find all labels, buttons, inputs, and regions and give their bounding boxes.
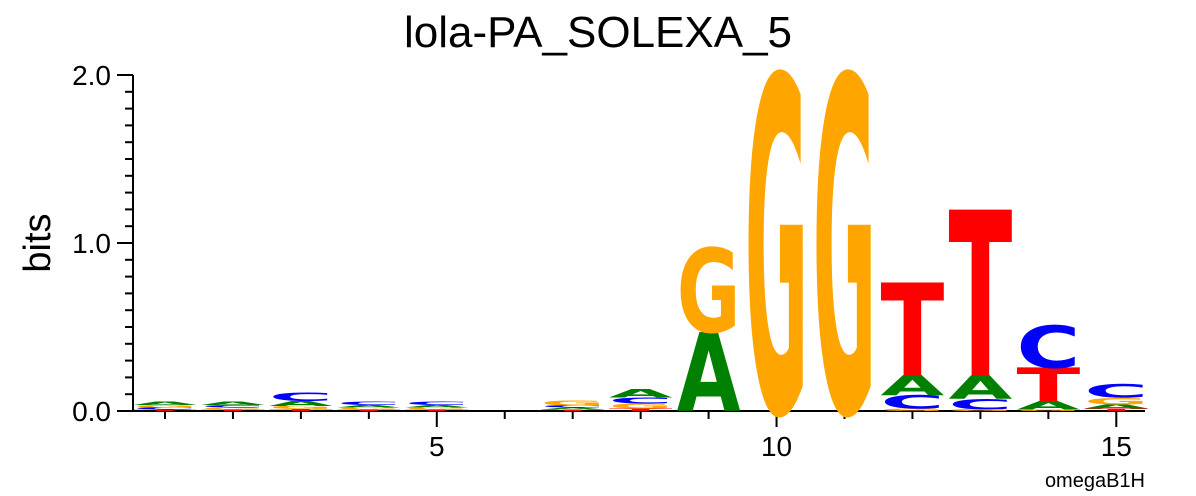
- x-axis: 5 10 15: [133, 410, 1145, 462]
- logo-letter-C: C: [1016, 315, 1080, 381]
- logo-letter-T: T: [1016, 359, 1080, 412]
- logo-letter-C: C: [609, 396, 673, 405]
- logo-letter-C: C: [881, 391, 945, 412]
- logo-letter-C: C: [133, 407, 197, 411]
- logo-letter-A: A: [201, 401, 265, 406]
- logo-letter-G: G: [1084, 396, 1148, 407]
- logo-letter-T: T: [405, 409, 469, 411]
- chart-title: lola-PA_SOLEXA_5: [404, 8, 792, 57]
- y-axis-label: bits: [17, 213, 59, 272]
- logo-letter-T: T: [541, 409, 605, 411]
- logo-letter-G: G: [813, 0, 877, 496]
- logo-letter-G: G: [541, 399, 605, 407]
- logo-letter-G: G: [269, 405, 333, 410]
- logo-letter-G: G: [133, 404, 197, 408]
- logo-letter-C: C: [541, 405, 605, 409]
- x-tick-label: 10: [761, 431, 792, 462]
- logo-letter-G: G: [609, 402, 673, 410]
- logo-letter-A: A: [405, 404, 469, 408]
- logo-letter-T: T: [949, 165, 1013, 431]
- logo-letter-T: T: [201, 409, 265, 411]
- logo-letter-A: A: [1084, 403, 1148, 410]
- y-tick-label: 0.0: [72, 396, 111, 427]
- logo-letter-A: A: [337, 404, 401, 408]
- logo-letter-G: G: [201, 407, 265, 410]
- logo-letter-A: A: [541, 407, 605, 410]
- logo-letter-G: G: [677, 227, 741, 361]
- y-tick-label: 1.0: [72, 228, 111, 259]
- logo-letter-C: C: [201, 404, 265, 408]
- logo-letter-A: A: [133, 401, 197, 406]
- logo-letter-A: A: [677, 311, 741, 437]
- y-axis: 0.0 1.0 2.0: [72, 60, 134, 427]
- logo-letter-T: T: [609, 408, 673, 412]
- logo-letter-T: T: [133, 409, 197, 411]
- logo-letter-A: A: [881, 370, 945, 402]
- logo-letter-G: G: [949, 409, 1013, 412]
- x-tick-label: 15: [1101, 431, 1132, 462]
- y-tick-label: 2.0: [72, 60, 111, 91]
- logo-letter-G: G: [745, 0, 809, 496]
- logo-letter-G: G: [881, 408, 945, 412]
- logo-letter-G: G: [337, 407, 401, 410]
- logo-letter-C: C: [948, 396, 1012, 412]
- logo-letter-T: T: [337, 409, 401, 411]
- logo-letter-A: A: [949, 369, 1014, 407]
- logo-letter-C: C: [337, 401, 401, 406]
- logo-letter-G: G: [1016, 409, 1080, 411]
- x-tick-label: 5: [429, 431, 445, 462]
- logo-letter-T: T: [1084, 408, 1148, 412]
- logo-letter-C: C: [1084, 381, 1148, 402]
- logo-letter-C: C: [269, 390, 333, 404]
- logo-letter-A: A: [1016, 399, 1080, 412]
- logo-letter-T: T: [269, 408, 333, 411]
- logo-letter-G: G: [405, 407, 469, 410]
- logo-letter-A: A: [609, 387, 673, 400]
- logo-letter-T: T: [881, 259, 945, 406]
- corner-label: omegaB1H: [1045, 470, 1145, 492]
- logo-letter-C: C: [405, 401, 469, 406]
- logo-letter-A: A: [269, 400, 333, 408]
